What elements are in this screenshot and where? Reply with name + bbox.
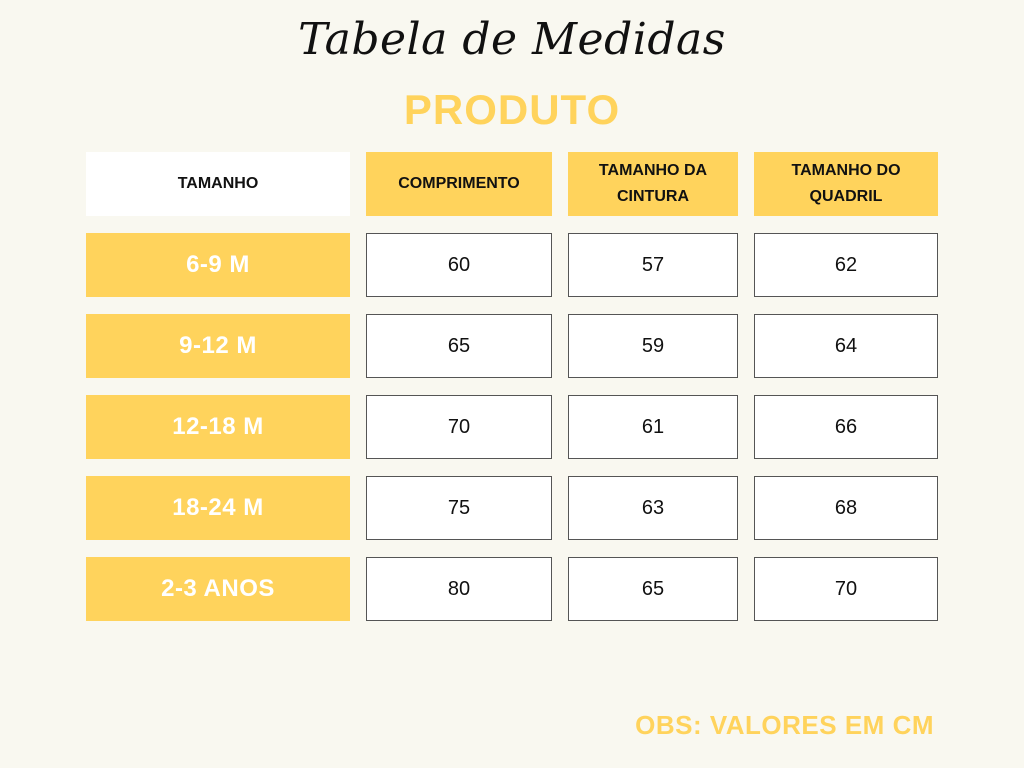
length-value: 65: [366, 314, 552, 378]
page-subtitle: PRODUTO: [403, 86, 621, 133]
hip-value: 68: [754, 476, 938, 540]
header-size: TAMANHO: [86, 152, 350, 216]
hip-value: 66: [754, 395, 938, 459]
waist-value: 61: [568, 395, 738, 459]
waist-value: 57: [568, 233, 738, 297]
table-row: 2-3 ANOS 80 65 70: [86, 557, 938, 621]
hip-value: 62: [754, 233, 938, 297]
waist-value: 63: [568, 476, 738, 540]
page-title: Tabela de Medidas: [298, 14, 726, 65]
waist-value: 65: [568, 557, 738, 621]
size-label: 6-9 M: [86, 233, 350, 297]
table-header-row: TAMANHO COMPRIMENTO TAMANHO DA CINTURA T…: [86, 152, 938, 216]
table-row: 9-12 M 65 59 64: [86, 314, 938, 378]
units-note: OBS: VALORES EM CM: [635, 710, 934, 740]
size-label: 9-12 M: [86, 314, 350, 378]
length-value: 60: [366, 233, 552, 297]
table-row: 18-24 M 75 63 68: [86, 476, 938, 540]
header-length: COMPRIMENTO: [366, 152, 552, 216]
hip-value: 64: [754, 314, 938, 378]
waist-value: 59: [568, 314, 738, 378]
table-row: 12-18 M 70 61 66: [86, 395, 938, 459]
length-value: 70: [366, 395, 552, 459]
size-label: 18-24 M: [86, 476, 350, 540]
hip-value: 70: [754, 557, 938, 621]
size-table: TAMANHO COMPRIMENTO TAMANHO DA CINTURA T…: [86, 152, 938, 621]
header-waist: TAMANHO DA CINTURA: [568, 152, 738, 216]
table-row: 6-9 M 60 57 62: [86, 233, 938, 297]
header-hip: TAMANHO DO QUADRIL: [754, 152, 938, 216]
size-label: 12-18 M: [86, 395, 350, 459]
size-label: 2-3 ANOS: [86, 557, 350, 621]
length-value: 80: [366, 557, 552, 621]
length-value: 75: [366, 476, 552, 540]
